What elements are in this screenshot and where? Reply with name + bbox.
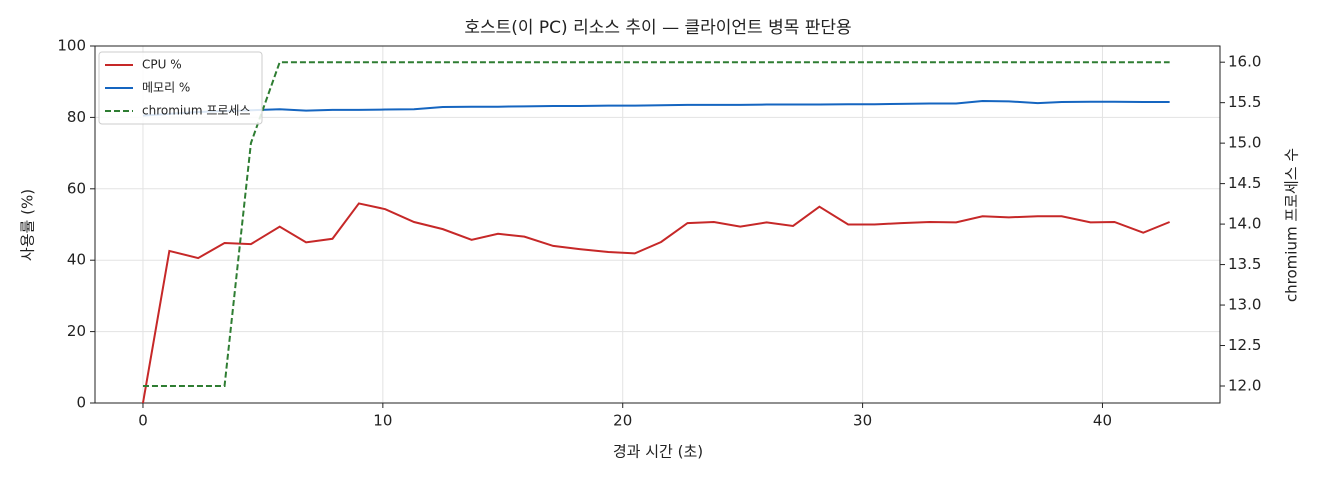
y-tick-label: 60 <box>67 179 86 197</box>
x-axis-label: 경과 시간 (초) <box>613 443 703 461</box>
y-tick-label: 80 <box>67 108 86 126</box>
y-axis-label: 사용률 (%) <box>19 189 37 261</box>
x-tick-label: 20 <box>613 412 632 430</box>
y-tick-label: 40 <box>67 251 86 269</box>
y2-tick-label: 15.0 <box>1228 134 1261 152</box>
legend-label: chromium 프로세스 <box>142 104 251 118</box>
legend-label: 메모리 % <box>142 81 190 95</box>
y2-tick-label: 14.0 <box>1228 215 1261 233</box>
y-tick-label: 100 <box>57 37 86 55</box>
chart-title: 호스트(이 PC) 리소스 추이 — 클라이언트 병목 판단용 <box>464 18 851 38</box>
y2-tick-label: 13.0 <box>1228 296 1261 314</box>
x-tick-label: 40 <box>1093 412 1112 430</box>
y2-tick-label: 12.0 <box>1228 377 1261 395</box>
y2-tick-label: 12.5 <box>1228 336 1261 354</box>
x-tick-label: 0 <box>138 412 148 430</box>
y2-tick-label: 16.0 <box>1228 53 1261 71</box>
y-tick-label: 20 <box>67 322 86 340</box>
series-line <box>141 202 1171 404</box>
y-tick-label: 0 <box>76 394 86 412</box>
series-line <box>142 99 1170 117</box>
x-tick-label: 10 <box>373 412 392 430</box>
y2-axis-label: chromium 프로세스 수 <box>1283 148 1301 302</box>
plot-frame <box>94 45 1221 404</box>
x-tick-label: 30 <box>853 412 872 430</box>
legend-box <box>98 51 263 125</box>
legend: CPU % 메모리 % chromium 프로세스 <box>98 51 263 125</box>
legend-label: CPU % <box>142 58 182 72</box>
y2-tick-label: 15.5 <box>1228 93 1261 111</box>
y2-tick-label: 14.5 <box>1228 174 1261 192</box>
y2-tick-label: 13.5 <box>1228 255 1261 273</box>
series-line <box>142 61 1170 387</box>
